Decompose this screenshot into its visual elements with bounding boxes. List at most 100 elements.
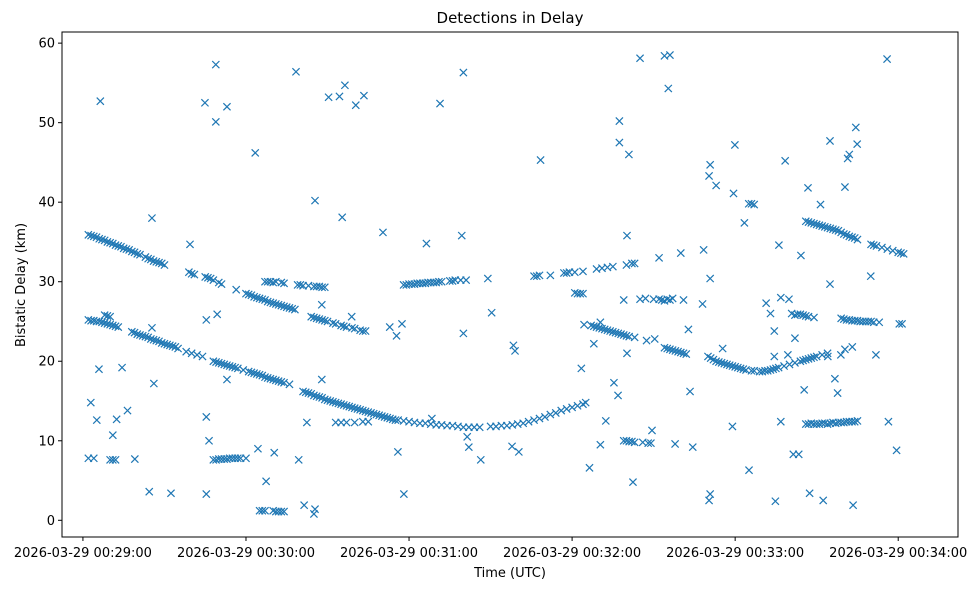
data-point bbox=[728, 422, 737, 431]
data-point bbox=[260, 506, 270, 515]
data-point bbox=[222, 375, 231, 384]
data-point bbox=[282, 303, 291, 312]
data-point bbox=[823, 223, 832, 232]
data-point bbox=[260, 373, 270, 382]
data-point bbox=[615, 117, 624, 126]
data-point bbox=[217, 359, 226, 368]
data-point bbox=[883, 245, 892, 254]
data-point bbox=[213, 310, 222, 319]
data-point bbox=[896, 249, 905, 258]
data-point bbox=[869, 241, 878, 250]
data-point bbox=[239, 365, 248, 375]
data-point bbox=[385, 323, 394, 332]
data-point bbox=[133, 249, 142, 258]
data-point bbox=[601, 416, 610, 425]
data-point bbox=[323, 396, 332, 405]
data-point bbox=[280, 378, 289, 387]
data-point bbox=[644, 439, 653, 448]
data-point bbox=[805, 489, 814, 498]
x-tick-label: 2026-03-29 00:32:00 bbox=[503, 546, 641, 561]
data-point bbox=[271, 376, 280, 385]
data-point bbox=[589, 322, 598, 331]
data-point bbox=[884, 417, 893, 426]
data-point bbox=[686, 387, 695, 396]
data-point bbox=[106, 312, 115, 321]
data-point bbox=[804, 354, 813, 363]
data-point bbox=[255, 370, 264, 379]
data-point bbox=[679, 295, 688, 305]
data-point bbox=[331, 398, 340, 407]
data-point bbox=[622, 260, 631, 270]
data-point bbox=[722, 360, 732, 369]
data-point bbox=[200, 98, 209, 107]
data-point bbox=[244, 290, 253, 299]
data-point bbox=[108, 455, 117, 464]
data-point bbox=[108, 321, 117, 330]
data-point bbox=[222, 102, 231, 111]
data-point bbox=[867, 240, 876, 249]
data-point bbox=[514, 447, 523, 456]
data-point bbox=[274, 377, 283, 386]
data-point bbox=[437, 277, 446, 286]
data-point bbox=[96, 97, 105, 106]
data-point bbox=[304, 389, 313, 398]
data-point bbox=[730, 140, 739, 149]
data-point bbox=[252, 369, 261, 378]
data-point bbox=[166, 489, 176, 498]
data-point bbox=[624, 150, 633, 159]
data-point bbox=[123, 406, 132, 415]
data-point bbox=[532, 272, 541, 281]
data-point bbox=[280, 302, 289, 311]
data-point bbox=[714, 358, 723, 367]
data-point bbox=[358, 406, 367, 415]
data-point bbox=[97, 235, 106, 244]
data-point bbox=[127, 327, 136, 336]
data-point bbox=[580, 320, 589, 329]
data-point bbox=[147, 323, 156, 332]
data-point bbox=[350, 324, 359, 333]
data-point bbox=[385, 414, 395, 423]
data-point bbox=[331, 319, 340, 328]
data-point bbox=[770, 352, 779, 361]
data-point bbox=[850, 417, 859, 426]
data-point bbox=[570, 268, 579, 277]
data-point bbox=[668, 294, 677, 303]
data-point bbox=[135, 250, 145, 259]
data-point bbox=[309, 313, 318, 322]
data-point bbox=[198, 352, 207, 361]
data-point bbox=[847, 233, 857, 242]
data-point bbox=[622, 231, 632, 240]
data-point bbox=[160, 260, 169, 270]
data-point bbox=[796, 251, 805, 260]
data-point bbox=[630, 333, 639, 342]
data-point bbox=[220, 360, 229, 369]
data-point bbox=[596, 318, 605, 327]
data-point bbox=[699, 245, 708, 254]
data-point bbox=[87, 231, 96, 240]
data-point bbox=[535, 414, 544, 423]
data-point bbox=[769, 365, 778, 374]
data-point bbox=[347, 312, 356, 321]
data-point bbox=[263, 373, 272, 382]
data-point bbox=[339, 400, 348, 410]
data-point bbox=[845, 150, 854, 159]
data-point bbox=[358, 326, 367, 336]
data-point bbox=[475, 423, 484, 432]
data-point bbox=[94, 365, 103, 374]
data-point bbox=[476, 455, 485, 464]
data-point bbox=[831, 225, 840, 235]
data-point bbox=[270, 448, 279, 457]
data-point bbox=[233, 364, 242, 373]
data-point bbox=[280, 279, 289, 288]
data-point bbox=[627, 259, 636, 268]
data-point bbox=[211, 60, 220, 69]
data-point bbox=[315, 315, 324, 324]
data-point bbox=[665, 345, 674, 354]
y-tick-label: 10 bbox=[38, 434, 55, 449]
data-point bbox=[508, 442, 517, 451]
x-axis-ticks: 2026-03-29 00:29:00 2026-03-29 00:30:00 20… bbox=[14, 537, 967, 561]
data-point bbox=[301, 388, 310, 397]
data-point bbox=[269, 375, 278, 384]
data-point bbox=[89, 454, 98, 463]
data-point bbox=[660, 343, 669, 352]
